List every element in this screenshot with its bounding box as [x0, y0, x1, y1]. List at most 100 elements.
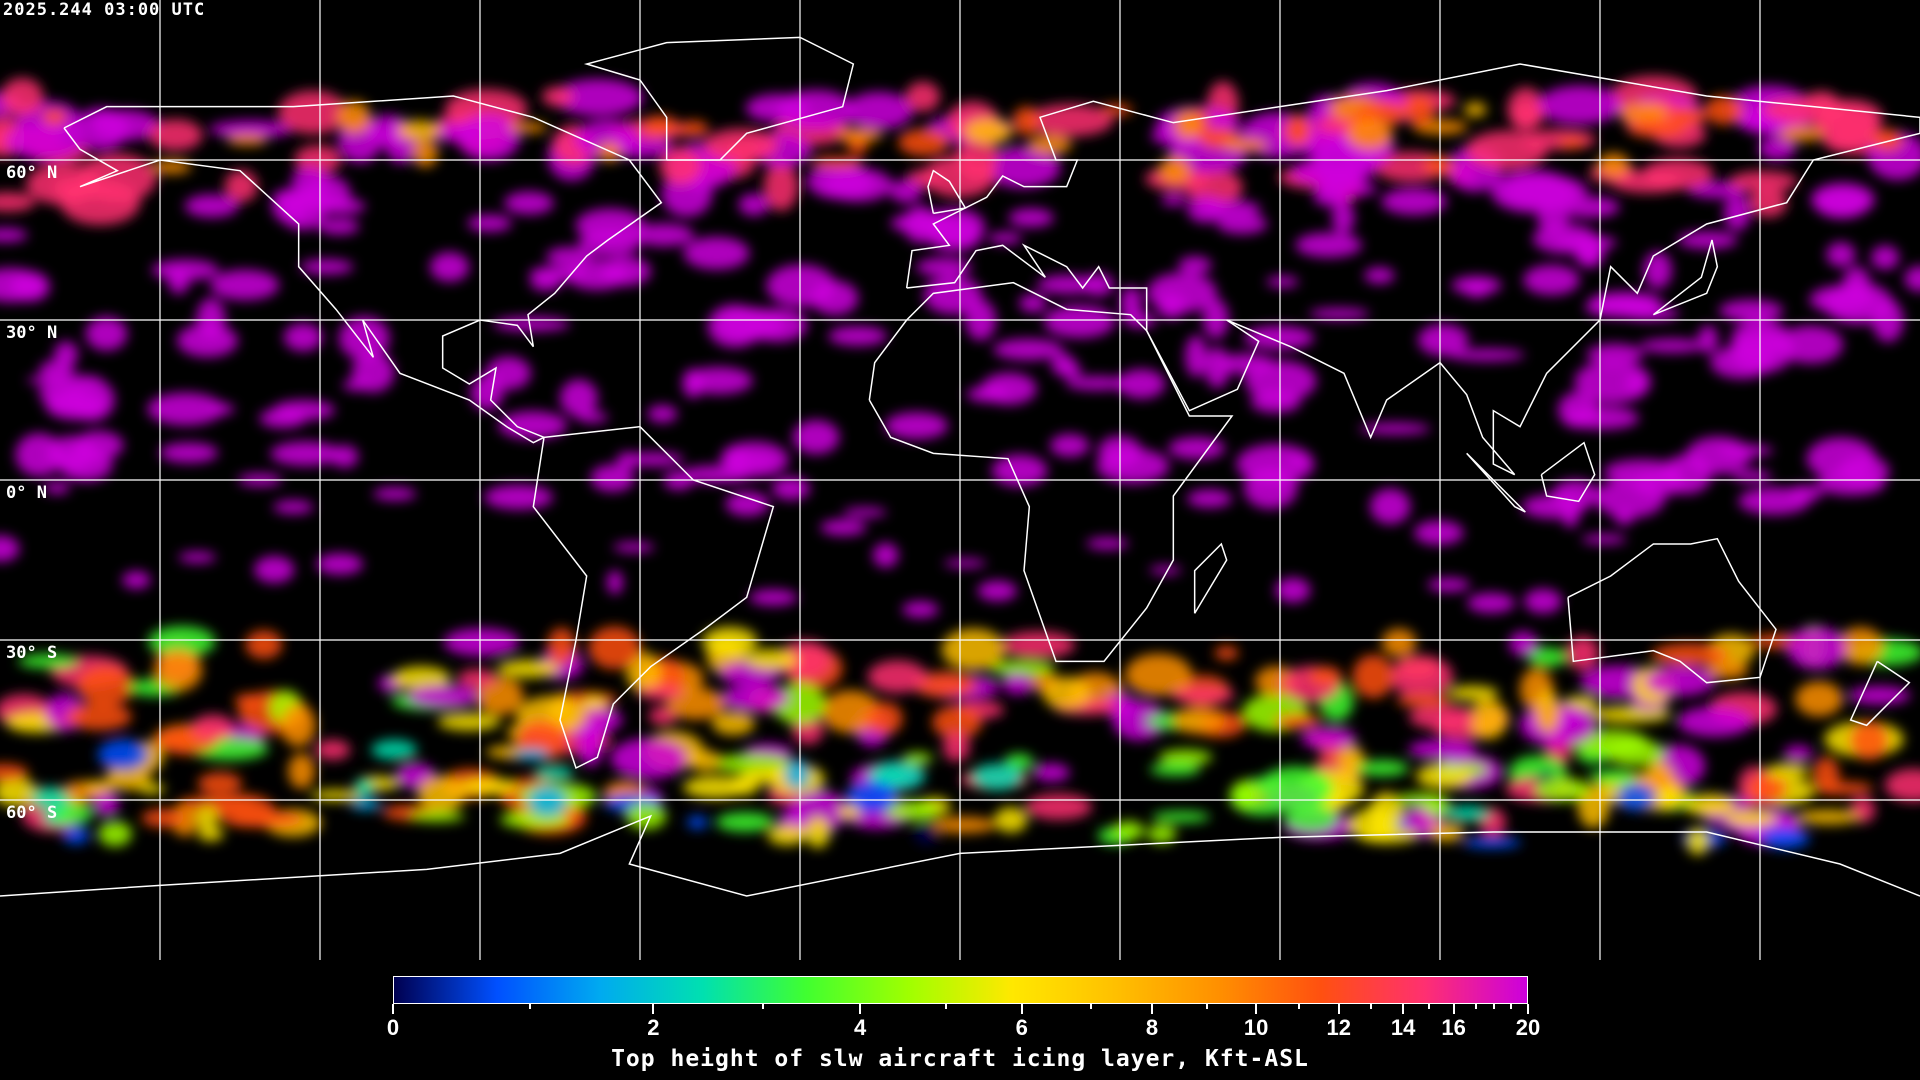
cloud-patch: [210, 269, 280, 301]
cloud-patch: [1025, 793, 1093, 820]
cloud-patch: [1012, 106, 1041, 136]
cloud-patch: [991, 454, 1048, 487]
cloud-patch: [1, 77, 44, 116]
cloud-patch: [1581, 534, 1627, 545]
colorbar-major-tick: [652, 1004, 655, 1014]
cloud-patch: [1662, 454, 1712, 494]
cloud-patch: [1849, 720, 1890, 761]
cloud-patch: [1872, 128, 1904, 152]
cloud-patch: [711, 711, 755, 736]
cloud-patch: [872, 542, 899, 568]
cloud-patch: [1284, 114, 1311, 146]
cloud-patch: [138, 783, 165, 795]
cloud-patch: [1295, 232, 1362, 258]
cloud-patch: [1796, 809, 1861, 825]
cloud-patch: [437, 712, 501, 731]
colorbar-tick-label: 20: [1515, 1015, 1541, 1040]
cloud-patch: [1562, 504, 1580, 528]
cloud-patch: [597, 142, 621, 162]
cloud-patch: [1019, 293, 1047, 313]
cloud-patch: [1100, 103, 1133, 116]
cloud-patch: [10, 271, 51, 302]
cloud-patch: [1216, 213, 1268, 235]
cloud-patch: [1416, 763, 1473, 790]
cloud-patch: [1404, 94, 1435, 127]
cloud-patch: [1288, 454, 1309, 467]
cloud-patch: [1535, 777, 1591, 802]
cloud-patch: [1065, 376, 1128, 391]
cloud-patch: [1738, 487, 1811, 515]
cloud-patch: [686, 815, 708, 830]
cloud-patch: [1308, 666, 1343, 686]
cloud-patch: [122, 571, 151, 589]
cloud-patch: [1813, 105, 1881, 149]
cloud-patch: [993, 338, 1063, 361]
cloud-patch: [844, 91, 914, 130]
cloud-patch: [1201, 200, 1261, 218]
cloud-patch: [792, 420, 840, 455]
cloud-patch: [1149, 762, 1201, 776]
cloud-patch: [1172, 707, 1225, 734]
cloud-patch: [1698, 325, 1719, 354]
cloud-patch: [337, 100, 371, 134]
cloud-patch: [1359, 422, 1431, 435]
cloud-patch: [1112, 821, 1145, 841]
cloud-patch: [1535, 689, 1560, 733]
coastline: [532, 425, 775, 770]
colorbar-major-tick: [1337, 1004, 1340, 1014]
cloud-patch: [1778, 325, 1843, 364]
cloud-patch: [1843, 266, 1870, 298]
cloud-patch: [1060, 362, 1082, 379]
cloud-patch: [1616, 782, 1656, 811]
cloud-patch: [1309, 308, 1370, 320]
cloud-patch: [1884, 768, 1920, 802]
cloud-patch: [845, 781, 897, 813]
cloud-patch: [77, 665, 135, 706]
cloud-patch: [843, 507, 887, 518]
colorbar-minor-tick: [944, 1004, 947, 1009]
cloud-patch: [1586, 343, 1644, 366]
cloud-patch: [902, 752, 933, 765]
coastline: [1652, 239, 1719, 316]
cloud-patch: [1120, 286, 1142, 322]
cloud-patch: [1266, 276, 1299, 288]
cloud-patch: [1170, 687, 1235, 703]
lat-label-0n: 0° N: [6, 483, 47, 503]
cloud-patch: [283, 323, 323, 352]
cloud-patch: [1049, 434, 1090, 458]
cloud-patch: [1250, 390, 1301, 414]
colorbar-minor-tick: [1474, 1004, 1477, 1009]
colorbar-major-tick: [859, 1004, 862, 1014]
cloud-patch: [0, 535, 20, 562]
cloud-patch: [209, 120, 293, 139]
cloud-patch: [767, 825, 807, 846]
cloud-patch: [711, 753, 792, 774]
cloud-patch: [546, 247, 592, 267]
cloud-patch: [1719, 299, 1784, 322]
cloud-patch: [1301, 727, 1356, 750]
cloud-patch: [1614, 510, 1634, 526]
cloud-patch: [784, 759, 810, 790]
cloud-patch: [702, 626, 758, 657]
cloud-patch: [1331, 201, 1355, 234]
cloud-patch: [575, 119, 640, 158]
cloud-patch: [351, 351, 395, 393]
cloud-patch: [943, 558, 987, 568]
cloud-patch: [884, 800, 941, 821]
cloud-patch: [178, 551, 217, 563]
cloud-patch: [1002, 673, 1034, 695]
cloud-patch: [578, 725, 604, 767]
cloud-patch: [1158, 749, 1213, 765]
cloud-patch: [1683, 794, 1735, 817]
cloud-patch: [1627, 120, 1687, 138]
colorbar: [393, 976, 1528, 1004]
cloud-patch: [745, 648, 797, 670]
cloud-patch: [1710, 345, 1773, 379]
cloud-patch: [703, 128, 779, 163]
cloud-patch: [215, 794, 276, 827]
cloud-patch: [1184, 335, 1207, 378]
timestamp: 2025.244 03:00 UTC: [3, 0, 206, 20]
cloud-patch: [1795, 681, 1843, 717]
colorbar-minor-tick: [762, 1004, 764, 1009]
cloud-patch: [98, 821, 132, 847]
